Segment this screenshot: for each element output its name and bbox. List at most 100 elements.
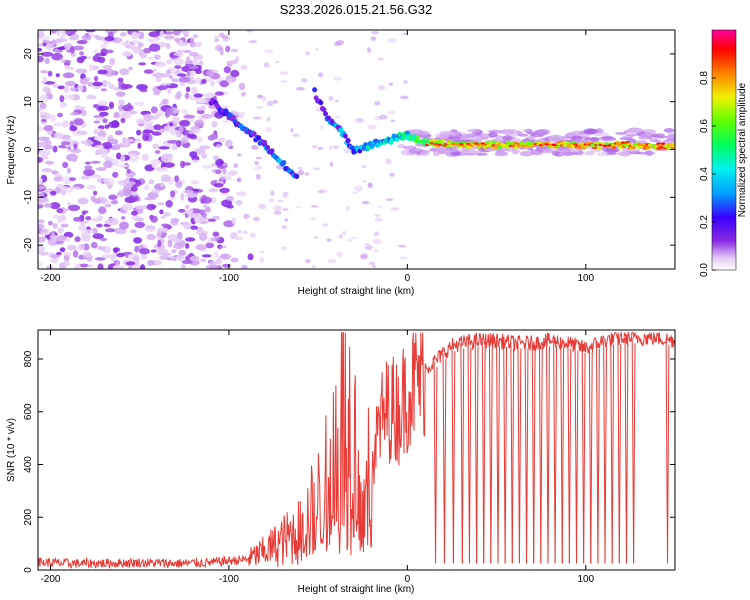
noise-blob bbox=[181, 109, 188, 114]
y-tick-label: 0 bbox=[23, 567, 34, 573]
noise-blob bbox=[153, 124, 162, 131]
noise-blob bbox=[209, 133, 219, 140]
noise-blob bbox=[549, 137, 563, 141]
noise-blob bbox=[219, 175, 227, 181]
noise-blob bbox=[205, 264, 218, 269]
noise-blob bbox=[67, 202, 71, 206]
noise-blob bbox=[38, 201, 44, 205]
noise-blob bbox=[93, 49, 99, 54]
noise-blob bbox=[367, 47, 371, 53]
noise-blob bbox=[176, 131, 182, 138]
noise-blob bbox=[93, 75, 99, 82]
noise-blob bbox=[213, 251, 219, 258]
noise-blob bbox=[350, 236, 358, 239]
y-tick-label: 0 bbox=[23, 146, 34, 152]
ridge-mark bbox=[504, 145, 510, 149]
noise-blob bbox=[139, 88, 148, 93]
ridge-mark bbox=[318, 100, 324, 106]
ridge-mark bbox=[645, 146, 651, 150]
snr-dropout bbox=[554, 346, 558, 564]
noise-blob bbox=[144, 124, 150, 129]
noise-blob bbox=[246, 30, 253, 33]
noise-blob bbox=[238, 82, 246, 91]
noise-blob bbox=[79, 78, 89, 85]
ridge-mark bbox=[565, 141, 571, 145]
noise-blob bbox=[63, 189, 74, 193]
noise-blob bbox=[310, 217, 316, 221]
snr-dropout bbox=[625, 343, 629, 564]
noise-blob bbox=[196, 99, 208, 104]
noise-blob bbox=[584, 151, 595, 156]
snr-series-line bbox=[38, 330, 675, 570]
snr-dropout bbox=[518, 348, 522, 564]
ridge-core bbox=[654, 144, 659, 147]
noise-blob bbox=[235, 199, 243, 206]
noise-blob bbox=[153, 91, 160, 96]
noise-blob bbox=[128, 181, 136, 186]
noise-blob bbox=[165, 200, 173, 208]
noise-blob bbox=[120, 154, 126, 163]
noise-blob bbox=[184, 92, 190, 100]
colorbar-tick-label: 0.6 bbox=[699, 119, 710, 133]
noise-blob bbox=[191, 159, 199, 163]
snr-dropouts bbox=[433, 337, 670, 564]
noise-blob bbox=[78, 223, 87, 232]
noise-blob bbox=[188, 65, 200, 70]
noise-blob bbox=[182, 162, 192, 166]
noise-blob bbox=[185, 193, 198, 198]
noise-blob bbox=[193, 93, 203, 98]
noise-blob bbox=[57, 112, 63, 118]
noise-blob bbox=[59, 95, 65, 103]
noise-blob bbox=[106, 217, 118, 226]
noise-blob bbox=[211, 120, 218, 128]
noise-blob bbox=[38, 126, 44, 132]
noise-blob bbox=[114, 130, 123, 136]
noise-blob bbox=[372, 238, 382, 245]
ridge-mark bbox=[506, 140, 511, 144]
noise-blob bbox=[224, 174, 232, 181]
noise-blob bbox=[38, 192, 45, 197]
ridge-core bbox=[448, 144, 454, 147]
snr-dropout bbox=[540, 347, 543, 564]
noise-blob bbox=[73, 118, 84, 126]
noise-blob bbox=[89, 33, 96, 38]
x-tick-label: 100 bbox=[577, 574, 594, 585]
noise-blob bbox=[173, 52, 184, 56]
noise-blob bbox=[140, 264, 146, 269]
noise-blob bbox=[81, 34, 92, 41]
noise-blob bbox=[163, 162, 175, 168]
noise-blob bbox=[536, 128, 551, 135]
noise-blob bbox=[408, 130, 421, 134]
snr-dropout bbox=[526, 348, 529, 564]
noise-blob bbox=[210, 81, 215, 87]
noise-blob bbox=[266, 100, 274, 107]
noise-blob bbox=[231, 217, 236, 225]
noise-blob bbox=[176, 49, 185, 53]
noise-blob bbox=[314, 48, 319, 51]
noise-blob bbox=[43, 125, 54, 132]
noise-blob bbox=[254, 160, 259, 165]
noise-blob bbox=[374, 214, 381, 217]
noise-blob bbox=[191, 86, 198, 95]
noise-blob bbox=[79, 263, 89, 268]
ridge-mark bbox=[345, 137, 351, 144]
noise-blob bbox=[132, 255, 140, 262]
noise-blob bbox=[264, 49, 274, 53]
noise-blob bbox=[159, 30, 165, 38]
noise-blob bbox=[117, 164, 129, 168]
noise-blob bbox=[38, 141, 46, 148]
noise-blob bbox=[42, 76, 48, 83]
noise-blob bbox=[45, 42, 53, 51]
noise-blob bbox=[101, 254, 114, 259]
noise-blob bbox=[80, 109, 87, 117]
noise-blob bbox=[174, 175, 180, 183]
noise-blob bbox=[68, 204, 80, 211]
ridge-core bbox=[538, 144, 543, 147]
noise-blob bbox=[183, 50, 192, 53]
noise-blob bbox=[124, 138, 135, 143]
noise-blob bbox=[626, 148, 641, 153]
noise-blob bbox=[108, 194, 118, 200]
noise-blob bbox=[57, 235, 66, 242]
noise-blob bbox=[76, 130, 88, 136]
noise-blob bbox=[119, 68, 130, 76]
